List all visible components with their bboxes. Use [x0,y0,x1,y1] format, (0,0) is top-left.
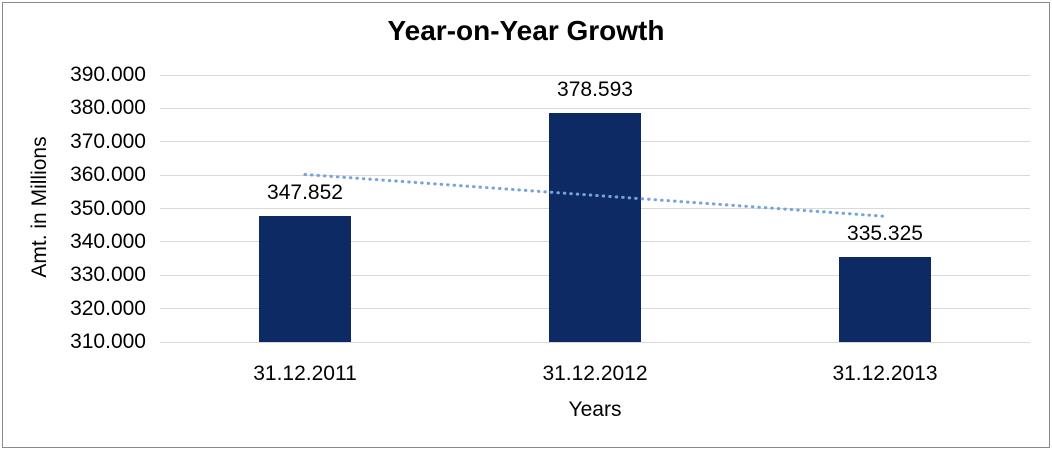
y-axis-title: Amt. in Millions [28,136,51,278]
x-axis-title: Years [568,398,622,421]
chart-title: Year-on-Year Growth [387,15,665,46]
